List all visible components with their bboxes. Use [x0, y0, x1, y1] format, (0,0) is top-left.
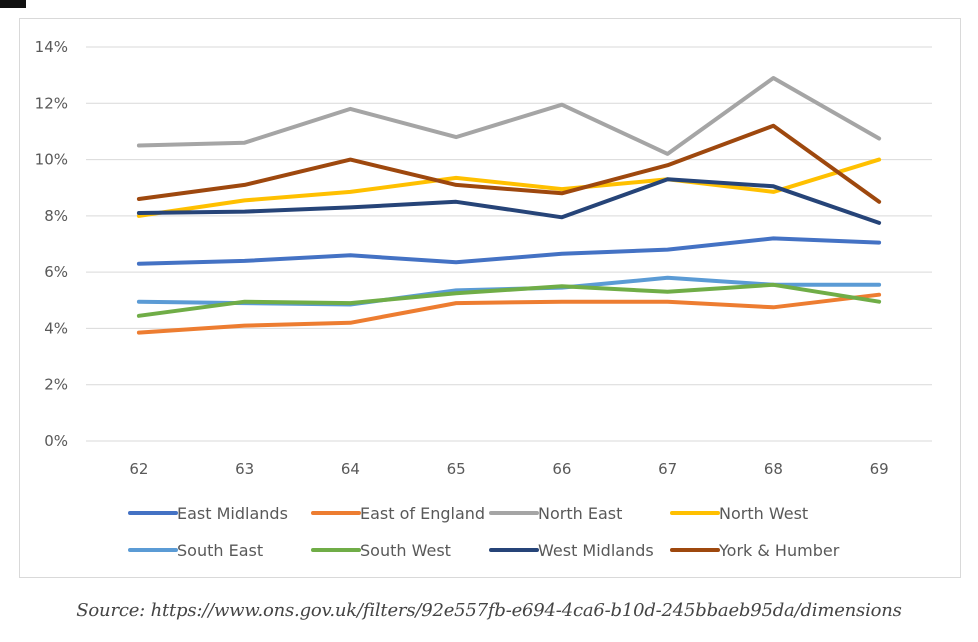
- series-line-south-west: [136, 282, 882, 318]
- series-line-east-of-england: [136, 292, 882, 335]
- legend-label: North East: [538, 504, 622, 523]
- legend-label: North West: [719, 504, 808, 523]
- x-tick-label: 64: [341, 460, 360, 478]
- legend-label: East of England: [360, 504, 485, 523]
- y-tick-label: 6%: [44, 263, 68, 281]
- x-axis-ticks: 62 63 64 65 66 67 68 69: [129, 460, 888, 478]
- x-tick-label: 63: [235, 460, 254, 478]
- legend-item-east-midlands: East Midlands: [128, 504, 288, 523]
- y-tick-label: 2%: [44, 376, 68, 394]
- x-tick-label: 68: [764, 460, 783, 478]
- legend-item-york-and-humber: York & Humber: [670, 541, 840, 560]
- legend-item-south-west: South West: [311, 541, 451, 560]
- legend-item-north-east: North East: [489, 504, 622, 523]
- y-tick-label: 8%: [44, 207, 68, 225]
- x-tick-label: 67: [658, 460, 677, 478]
- y-tick-label: 12%: [35, 94, 68, 112]
- series-line-york-and-humber: [136, 123, 882, 204]
- legend-item-west-midlands: West Midlands: [489, 541, 654, 560]
- x-tick-label: 65: [447, 460, 466, 478]
- series-line-north-east: [136, 76, 882, 156]
- y-axis-ticks: 0% 2% 4% 6% 8% 10% 12% 14%: [35, 38, 68, 450]
- x-tick-label: 62: [129, 460, 148, 478]
- series-line-north-west: [136, 157, 882, 218]
- x-tick-label: 69: [870, 460, 889, 478]
- x-tick-label: 66: [552, 460, 571, 478]
- y-tick-label: 14%: [35, 38, 68, 56]
- legend-item-east-of-england: East of England: [311, 504, 485, 523]
- legend-label: West Midlands: [538, 541, 654, 560]
- y-tick-label: 10%: [35, 151, 68, 169]
- y-tick-label: 4%: [44, 319, 68, 337]
- series-line-west-midlands: [136, 177, 882, 225]
- legend-label: York & Humber: [718, 541, 840, 560]
- legend-label: South East: [177, 541, 263, 560]
- gridlines: [86, 46, 932, 442]
- cropped-title-fragment: [0, 0, 26, 8]
- line-chart: 0% 2% 4% 6% 8% 10% 12% 14% 62 63 64 65 66 67 68 69 Eas…: [35, 38, 932, 560]
- source-caption: Source: https://www.ons.gov.uk/filters/9…: [76, 600, 902, 621]
- series-lines: [136, 76, 882, 335]
- y-tick-label: 0%: [44, 432, 68, 450]
- chart-frame: 0% 2% 4% 6% 8% 10% 12% 14% 62 63 64 65 66 67 68 69 Eas…: [19, 18, 961, 578]
- legend-item-north-west: North West: [670, 504, 808, 523]
- series-line-east-midlands: [136, 236, 882, 266]
- legend-item-south-east: South East: [128, 541, 263, 560]
- legend-label: East Midlands: [177, 504, 288, 523]
- legend-label: South West: [360, 541, 451, 560]
- legend: East Midlands East of England North East No…: [128, 504, 840, 560]
